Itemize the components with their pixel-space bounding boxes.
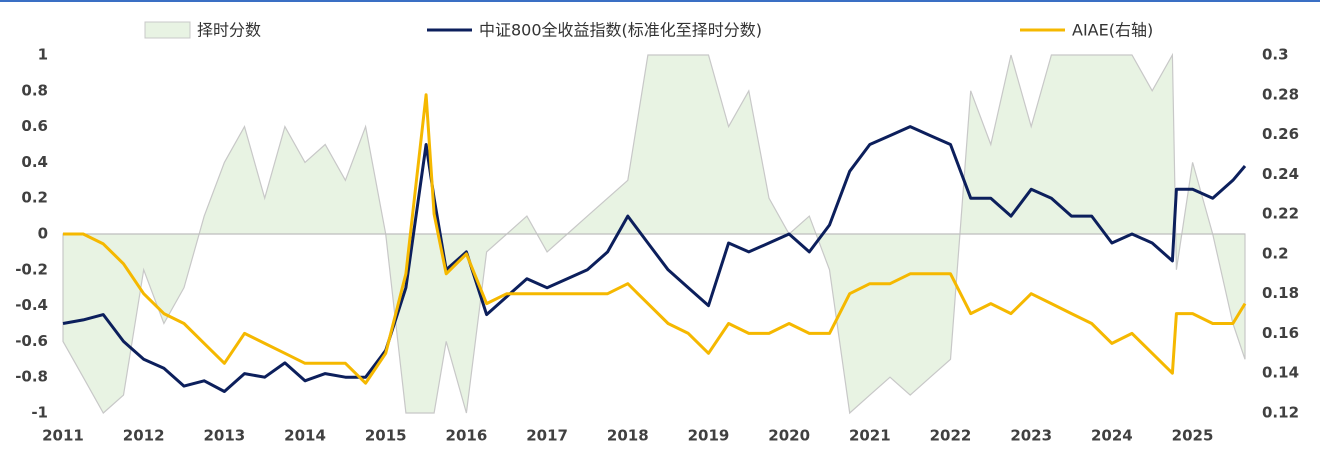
- legend-swatch: [144, 21, 191, 39]
- x-tick-label: 2019: [688, 427, 730, 445]
- x-tick-label: 2021: [849, 427, 891, 445]
- y2-tick-label: 0.24: [1262, 165, 1299, 183]
- y-tick-label: 0.2: [21, 189, 48, 207]
- y2-tick-label: 0.28: [1262, 85, 1299, 103]
- x-tick-label: 2020: [768, 427, 810, 445]
- x-tick-label: 2023: [1010, 427, 1052, 445]
- legend-label: 中证800全收益指数(标准化至择时分数): [479, 21, 762, 40]
- x-tick-label: 2024: [1091, 427, 1133, 445]
- y-tick-label: 0.6: [21, 117, 48, 135]
- x-tick-label: 2018: [607, 427, 649, 445]
- y-tick-label: 0.4: [21, 153, 48, 171]
- y-tick-label: -0.2: [15, 260, 48, 278]
- y2-tick-label: 0.12: [1262, 404, 1299, 422]
- y2-tick-label: 0.18: [1262, 284, 1299, 302]
- y-tick-label: -1: [31, 404, 48, 422]
- y-tick-label: -0.6: [15, 332, 48, 350]
- line: [62, 125, 1247, 393]
- y2-tick-label: 0.26: [1262, 125, 1299, 143]
- y2-tick-label: 0.14: [1262, 364, 1299, 382]
- line: [63, 93, 1247, 385]
- y-tick-label: 0: [38, 225, 48, 243]
- y2-tick-label: 0.3: [1262, 46, 1289, 64]
- y2-tick-label: 0.2: [1262, 244, 1289, 262]
- legend-label: AIAE(右轴): [1072, 21, 1153, 40]
- x-tick-label: 2014: [284, 427, 326, 445]
- x-tick-label: 2011: [42, 427, 84, 445]
- x-tick-label: 2012: [123, 427, 165, 445]
- y-tick-label: -0.4: [15, 296, 48, 314]
- y-tick-label: 1: [38, 46, 48, 64]
- y2-tick-label: 0.16: [1262, 324, 1299, 342]
- y-tick-label: 0.8: [21, 81, 48, 99]
- x-tick-label: 2016: [446, 427, 488, 445]
- x-tick-label: 2025: [1172, 427, 1214, 445]
- legend-label: 择时分数: [197, 21, 261, 40]
- x-tick-label: 2013: [203, 427, 245, 445]
- x-tick-label: 2017: [526, 427, 568, 445]
- y2-tick-label: 0.22: [1262, 205, 1299, 223]
- x-tick-label: 2022: [930, 427, 972, 445]
- y-tick-label: -0.8: [15, 368, 48, 386]
- x-tick-label: 2015: [365, 427, 407, 445]
